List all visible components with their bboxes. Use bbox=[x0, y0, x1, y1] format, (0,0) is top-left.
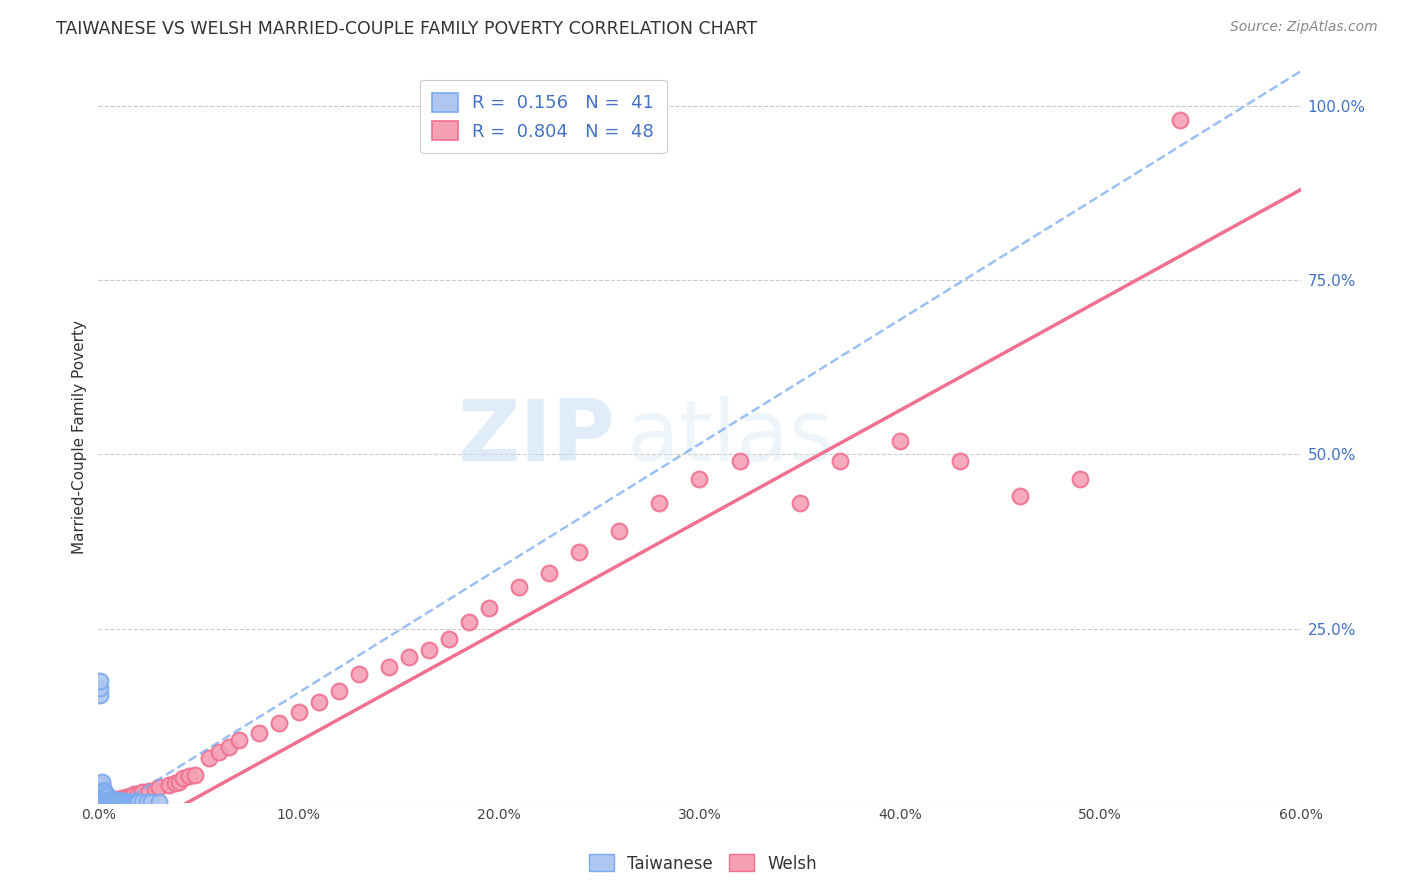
Point bbox=[378, 660, 401, 674]
Point bbox=[96, 788, 118, 802]
Point bbox=[89, 688, 111, 702]
Point bbox=[89, 789, 111, 803]
Point bbox=[1170, 113, 1192, 128]
Point bbox=[97, 789, 120, 803]
Point bbox=[139, 795, 162, 809]
Point bbox=[689, 472, 711, 486]
Point bbox=[157, 778, 180, 792]
Point bbox=[949, 454, 972, 468]
Point bbox=[91, 792, 114, 806]
Point bbox=[568, 545, 591, 559]
Point bbox=[96, 793, 118, 807]
Point bbox=[103, 792, 125, 806]
Point bbox=[101, 792, 124, 806]
Point bbox=[197, 750, 219, 764]
Point bbox=[328, 684, 350, 698]
Point bbox=[111, 794, 134, 808]
Point bbox=[110, 794, 132, 808]
Point bbox=[828, 454, 851, 468]
Point bbox=[128, 787, 150, 801]
Point bbox=[208, 745, 231, 759]
Legend: R =  0.156   N =  41, R =  0.804   N =  48: R = 0.156 N = 41, R = 0.804 N = 48 bbox=[420, 80, 666, 153]
Point bbox=[728, 454, 751, 468]
Point bbox=[648, 496, 671, 510]
Point bbox=[131, 795, 153, 809]
Point bbox=[138, 784, 160, 798]
Point bbox=[228, 733, 250, 747]
Point bbox=[91, 794, 114, 808]
Point bbox=[267, 715, 290, 730]
Point bbox=[398, 649, 420, 664]
Point bbox=[91, 790, 114, 805]
Point bbox=[103, 793, 125, 807]
Point bbox=[163, 776, 186, 790]
Point bbox=[105, 794, 128, 808]
Point bbox=[418, 642, 440, 657]
Point bbox=[124, 795, 146, 809]
Point bbox=[508, 580, 530, 594]
Point bbox=[89, 792, 111, 806]
Point bbox=[89, 673, 111, 688]
Point bbox=[91, 781, 114, 796]
Point bbox=[97, 794, 120, 808]
Point bbox=[115, 790, 138, 805]
Point bbox=[89, 785, 111, 799]
Point bbox=[889, 434, 911, 448]
Point bbox=[172, 772, 194, 786]
Point bbox=[177, 769, 200, 783]
Text: atlas: atlas bbox=[627, 395, 835, 479]
Point bbox=[93, 785, 115, 799]
Point bbox=[121, 795, 143, 809]
Point bbox=[111, 791, 134, 805]
Point bbox=[458, 615, 481, 629]
Point bbox=[478, 600, 501, 615]
Point bbox=[114, 794, 136, 808]
Point bbox=[97, 793, 120, 807]
Text: ZIP: ZIP bbox=[457, 395, 616, 479]
Point bbox=[125, 795, 148, 809]
Point bbox=[148, 795, 170, 809]
Text: TAIWANESE VS WELSH MARRIED-COUPLE FAMILY POVERTY CORRELATION CHART: TAIWANESE VS WELSH MARRIED-COUPLE FAMILY… bbox=[56, 20, 758, 37]
Point bbox=[148, 780, 170, 795]
Point bbox=[93, 783, 115, 797]
Point bbox=[308, 695, 330, 709]
Point bbox=[120, 789, 142, 803]
Point bbox=[115, 795, 138, 809]
Point bbox=[538, 566, 561, 580]
Point bbox=[96, 790, 118, 805]
Point bbox=[93, 789, 115, 803]
Point bbox=[218, 740, 240, 755]
Point bbox=[1069, 472, 1091, 486]
Text: Source: ZipAtlas.com: Source: ZipAtlas.com bbox=[1230, 20, 1378, 34]
Legend: Taiwanese, Welsh: Taiwanese, Welsh bbox=[582, 847, 824, 880]
Y-axis label: Married-Couple Family Poverty: Married-Couple Family Poverty bbox=[72, 320, 87, 554]
Point bbox=[167, 775, 190, 789]
Point bbox=[91, 775, 114, 789]
Point bbox=[89, 681, 111, 695]
Point bbox=[347, 667, 370, 681]
Point bbox=[135, 795, 157, 809]
Point bbox=[117, 795, 139, 809]
Point bbox=[247, 726, 270, 740]
Point bbox=[128, 795, 150, 809]
Point bbox=[437, 632, 460, 646]
Point bbox=[131, 785, 153, 799]
Point bbox=[100, 791, 122, 805]
Point bbox=[789, 496, 811, 510]
Point bbox=[107, 791, 129, 805]
Point bbox=[288, 705, 311, 719]
Point bbox=[120, 795, 142, 809]
Point bbox=[107, 794, 129, 808]
Point bbox=[1010, 489, 1032, 503]
Point bbox=[143, 782, 166, 797]
Point bbox=[93, 792, 115, 806]
Point bbox=[124, 788, 146, 802]
Point bbox=[609, 524, 631, 538]
Point bbox=[183, 768, 205, 782]
Point bbox=[101, 794, 124, 808]
Point bbox=[91, 778, 114, 792]
